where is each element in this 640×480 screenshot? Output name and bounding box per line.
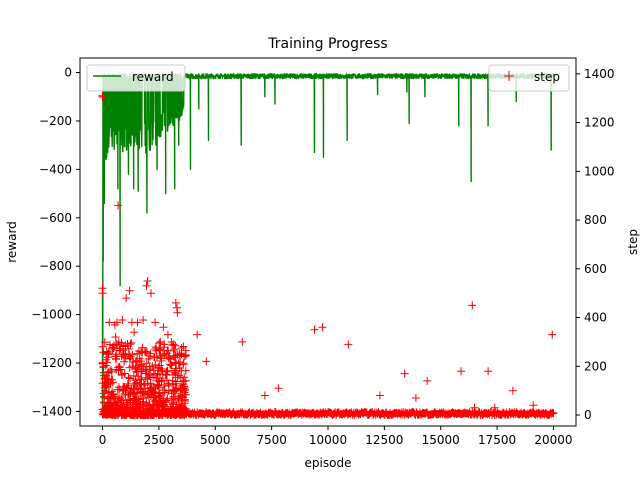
step-marker: [548, 330, 557, 339]
step-marker: [139, 316, 148, 324]
step-marker: [142, 281, 151, 290]
y2-tick-label: 1200: [584, 116, 615, 130]
step-marker: [118, 316, 127, 324]
step-marker: [468, 301, 477, 310]
y-axis-left: 0 −200 −400 −600 −800 −1000 −1200 −1400: [31, 66, 80, 418]
legend-step-marker: [504, 71, 514, 81]
x-axis-label: episode: [305, 456, 352, 470]
legend-reward-label: reward: [132, 70, 174, 84]
step-marker: [202, 357, 211, 366]
y2-tick-label: 1400: [584, 67, 615, 81]
step-marker: [529, 401, 538, 410]
step-marker: [98, 93, 107, 101]
y-tick-label: 0: [64, 66, 72, 80]
step-marker: [113, 318, 121, 327]
step-marker: [318, 323, 327, 332]
step-marker: [375, 391, 384, 400]
y2-axis-label: step: [626, 229, 640, 255]
step-marker: [457, 367, 465, 376]
y2-tick-label: 200: [584, 359, 607, 373]
y2-tick-label: 1000: [584, 164, 615, 178]
y-tick-label: −1400: [31, 404, 72, 418]
step-marker: [133, 318, 142, 327]
step-marker: [122, 294, 131, 303]
y2-tick-label: 800: [584, 213, 607, 227]
y-tick-label: −600: [39, 211, 72, 225]
y-tick-label: −800: [39, 259, 72, 273]
x-tick-label: 17500: [478, 433, 516, 447]
x-tick-label: 20000: [534, 433, 572, 447]
step-marker: [508, 386, 517, 395]
step-marker: [156, 337, 165, 346]
step-marker: [125, 286, 134, 295]
step-marker: [111, 333, 120, 341]
chart-title: Training Progress: [267, 36, 387, 52]
y-tick-label: −400: [39, 162, 72, 176]
step-marker: [400, 369, 409, 378]
step-marker: [114, 201, 123, 210]
step-marker: [98, 289, 107, 298]
step-marker: [177, 350, 186, 359]
step-marker: [163, 330, 172, 339]
step-marker: [423, 376, 432, 385]
x-tick-label: 7500: [256, 433, 287, 447]
step-marker: [105, 318, 114, 327]
y-tick-label: −200: [39, 114, 72, 128]
legend-reward-box: [86, 64, 186, 92]
x-tick-label: 5000: [200, 433, 231, 447]
y-tick-label: −1000: [31, 308, 72, 322]
step-marker: [470, 403, 479, 412]
x-tick-label: 2500: [144, 433, 175, 447]
step-marker: [484, 367, 493, 376]
y2-tick-label: 0: [584, 408, 592, 422]
step-marker: [171, 298, 180, 307]
step-marker: [238, 337, 247, 346]
step-marker: [411, 394, 420, 402]
x-tick-label: 10000: [309, 433, 347, 447]
legend-step: step: [488, 64, 570, 92]
y2-tick-label: 600: [584, 262, 607, 276]
step-marker: [169, 340, 178, 349]
step-marker: [490, 403, 499, 412]
y2-tick-label: 400: [584, 311, 607, 325]
step-marker: [193, 330, 202, 339]
x-tick-label: 15000: [422, 433, 460, 447]
step-marker: [173, 308, 182, 317]
legend-reward: reward: [86, 64, 186, 92]
step-marker: [159, 323, 168, 332]
step-marker: [344, 340, 353, 349]
step-marker: [143, 277, 152, 285]
step-marker: [274, 384, 283, 393]
step-early-cloud-markers: [98, 338, 190, 419]
y-tick-label: −1200: [31, 356, 72, 370]
legend-step-label: step: [534, 70, 560, 84]
step-marker: [147, 289, 155, 298]
y-axis-label: reward: [5, 221, 19, 263]
step-marker: [310, 325, 319, 334]
step-marker: [151, 318, 160, 327]
step-marker: [260, 391, 269, 400]
step-marker: [130, 328, 139, 337]
x-tick-label: 12500: [365, 433, 403, 447]
x-tick-label: 0: [99, 433, 107, 447]
x-axis: 0 2500 5000 7500 10000 12500 15000 17500 20000: [99, 426, 573, 447]
y-axis-right: 0 200 400 600 800 1000 1200 1400: [576, 67, 615, 422]
